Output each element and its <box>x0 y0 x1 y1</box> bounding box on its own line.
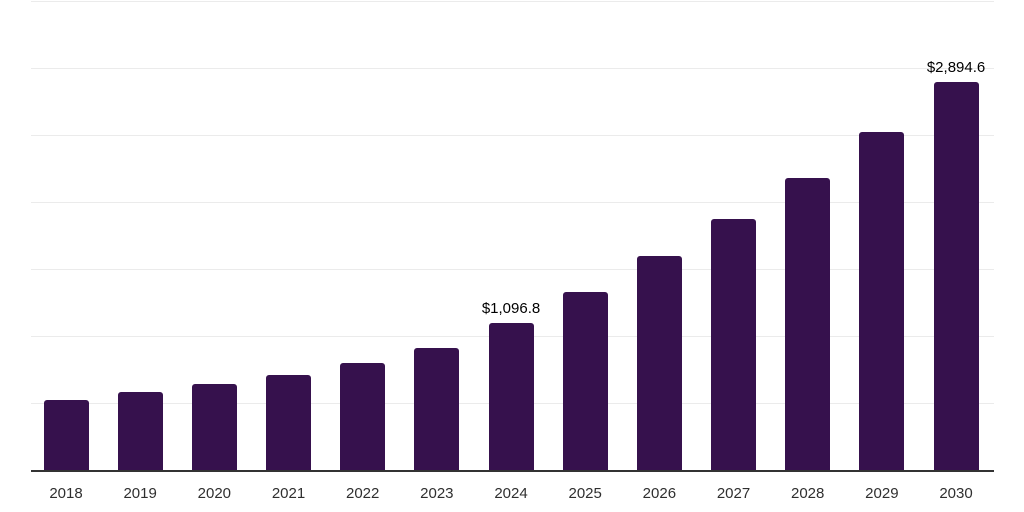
bar-2027 <box>711 219 757 470</box>
x-tick-label-2024: 2024 <box>494 485 528 502</box>
x-tick-label-2022: 2022 <box>345 485 380 502</box>
x-tick-label-2023: 2023 <box>420 485 454 502</box>
gridline <box>31 1 994 2</box>
gridline <box>31 135 994 136</box>
bar-2028 <box>785 177 831 470</box>
x-tick-label-2030: 2030 <box>939 485 973 502</box>
x-tick-label-2019: 2019 <box>123 485 157 502</box>
gridline <box>31 269 994 270</box>
plot-area: $1,096.8 $2,894.6 <box>31 1 994 472</box>
x-tick-label-2029: 2029 <box>865 485 899 502</box>
bar-2023 <box>414 347 460 470</box>
bar-2026 <box>636 256 682 470</box>
x-tick-label-2025: 2025 <box>568 485 602 502</box>
x-tick-label-2021: 2021 <box>271 485 306 502</box>
bar-2030 <box>933 82 979 470</box>
x-tick-label-2027: 2027 <box>716 485 751 502</box>
bar-2024 <box>488 323 534 470</box>
x-tick-label-2020: 2020 <box>197 485 232 502</box>
bar-2020 <box>191 384 237 470</box>
bar-2018 <box>43 400 89 470</box>
x-tick-label-2018: 2018 <box>49 485 83 502</box>
bar-2022 <box>340 363 386 470</box>
bar-2029 <box>859 132 905 470</box>
data-label-2024: $1,096.8 <box>481 300 541 318</box>
gridline <box>31 68 994 69</box>
bar-2019 <box>117 392 163 470</box>
data-label-2030: $2,894.6 <box>926 59 986 77</box>
bar-2025 <box>562 292 608 470</box>
bar-2021 <box>266 375 311 470</box>
gridline <box>31 202 994 203</box>
x-tick-label-2026: 2026 <box>642 485 677 502</box>
x-tick-label-2028: 2028 <box>791 485 825 502</box>
